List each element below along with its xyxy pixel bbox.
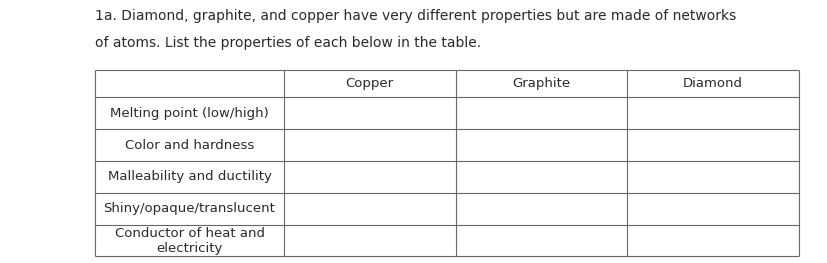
- Text: Melting point (low/high): Melting point (low/high): [110, 107, 269, 120]
- Text: of atoms. List the properties of each below in the table.: of atoms. List the properties of each be…: [95, 36, 480, 49]
- Text: Diamond: Diamond: [682, 77, 743, 90]
- Text: Malleability and ductility: Malleability and ductility: [108, 170, 271, 183]
- Text: Conductor of heat and
electricity: Conductor of heat and electricity: [114, 226, 264, 255]
- Text: Color and hardness: Color and hardness: [125, 139, 254, 151]
- Text: Graphite: Graphite: [512, 77, 570, 90]
- Text: 1a. Diamond, graphite, and copper have very different properties but are made of: 1a. Diamond, graphite, and copper have v…: [95, 9, 735, 23]
- Text: Copper: Copper: [345, 77, 394, 90]
- Text: Shiny/opaque/translucent: Shiny/opaque/translucent: [103, 202, 275, 215]
